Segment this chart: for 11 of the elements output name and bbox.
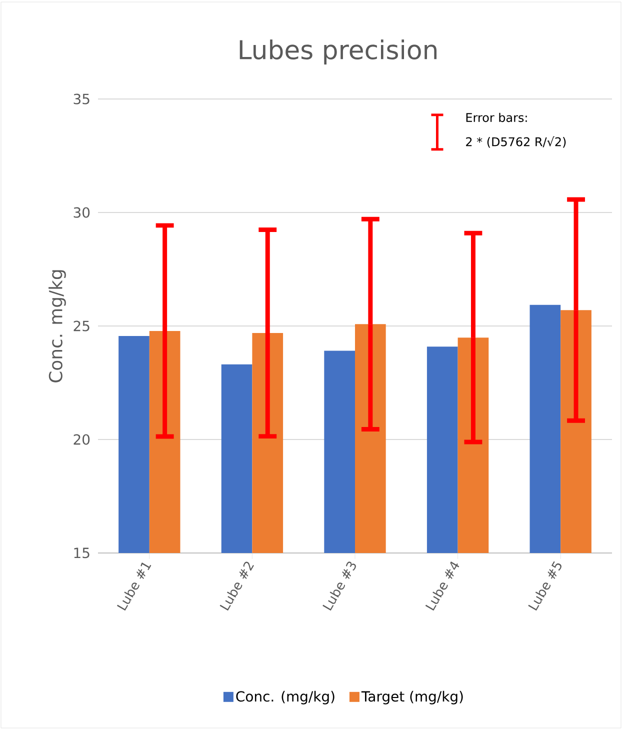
annotation: Error bars: [466,112,527,122]
legend-label: Target (mg/kg) [361,690,463,704]
y-tick-label: 30 [74,207,90,218]
legend-label: Conc. (mg/kg) [236,690,334,704]
annotation: 2 * (D5762 R/√2) [466,136,566,148]
y-tick-label: 15 [74,548,90,558]
y-tick-label: 20 [74,434,90,445]
y-axis-title: Conc. mg/kg [48,270,66,382]
chart-title: Lubes precision [240,39,437,65]
y-tick-label: 35 [74,94,90,104]
y-tick-label: 25 [74,320,90,332]
